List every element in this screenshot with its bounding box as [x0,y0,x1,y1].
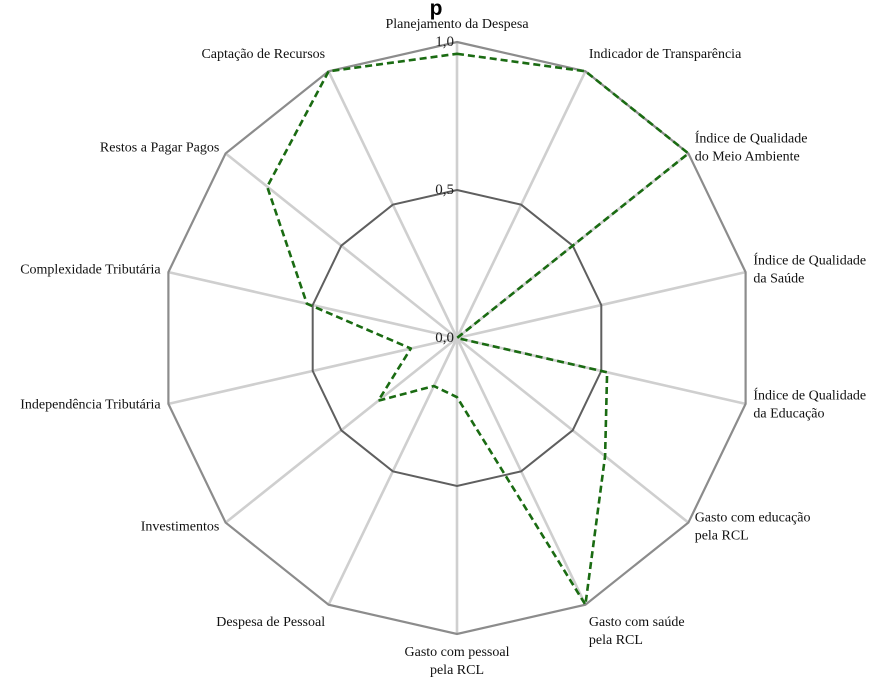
axis-label: Gasto com saúde pela RCL [589,615,685,648]
axis-label-line: Complexidade Tributária [20,262,161,277]
axis-label-layer: Planejamento da Despesa Indicador de Tran… [20,17,866,678]
radar-grid [167,40,747,636]
outer-ring [167,40,747,636]
axis-label-line: do Meio Ambiente [695,150,800,165]
axis-label-line: pela RCL [430,663,484,678]
axis-label: Índice de Qualidade da Educação [753,387,866,422]
axis-label: Gasto com educação pela RCL [695,511,811,544]
axis-label-line: Captação de Recursos [201,47,325,62]
axis-label-line: Gasto com saúde [589,615,685,630]
axis-label: Índice de Qualidade da Saúde [753,251,866,286]
ring-value-label: 1,0 [435,34,454,50]
axis-label-line: Restos a Pagar Pagos [100,141,219,156]
axis-label: Independência Tributária [20,398,161,413]
axis-label-line: Despesa de Pessoal [216,615,325,630]
axis-label: Gasto com pessoal pela RCL [405,645,510,678]
axis-label: Despesa de Pessoal [216,615,325,630]
axis-label-line: pela RCL [589,633,643,648]
axis-label: Investimentos [141,520,220,535]
ring-value-label: 0,0 [435,330,454,346]
axis-label: Índice de Qualidade do Meio Ambiente [695,130,808,165]
chart-title: p [429,0,443,20]
axis-label: Restos a Pagar Pagos [100,141,219,156]
axis-label-line: da Saúde [753,271,804,286]
axis-label-line: Independência Tributária [20,398,161,413]
series-line [265,52,690,607]
axis-label-line: da Educação [753,407,824,422]
ring-label-layer: 0,0 0,5 1,0 [435,34,454,346]
radar-series-layer [265,52,690,607]
axis-label: Indicador de Transparência [589,47,742,62]
axis-label-line: Investimentos [141,520,220,535]
ring-value-label: 0,5 [435,182,454,198]
axis-label-line: Indicador de Transparência [589,47,742,62]
axis-label: Captação de Recursos [201,47,325,62]
axis-label-line: Planejamento da Despesa [385,17,529,32]
axis-label-line: Gasto com educação [695,511,811,526]
axis-label-line: Índice de Qualidade [695,130,808,147]
axis-label-line: Índice de Qualidade [753,251,866,268]
mid-ring [311,188,603,488]
axis-label: Planejamento da Despesa [385,17,529,32]
axis-label-line: pela RCL [695,529,749,544]
axis-label: Complexidade Tributária [20,262,161,277]
axis-label-line: Índice de Qualidade [753,387,866,404]
axis-label-line: Gasto com pessoal [405,645,510,660]
